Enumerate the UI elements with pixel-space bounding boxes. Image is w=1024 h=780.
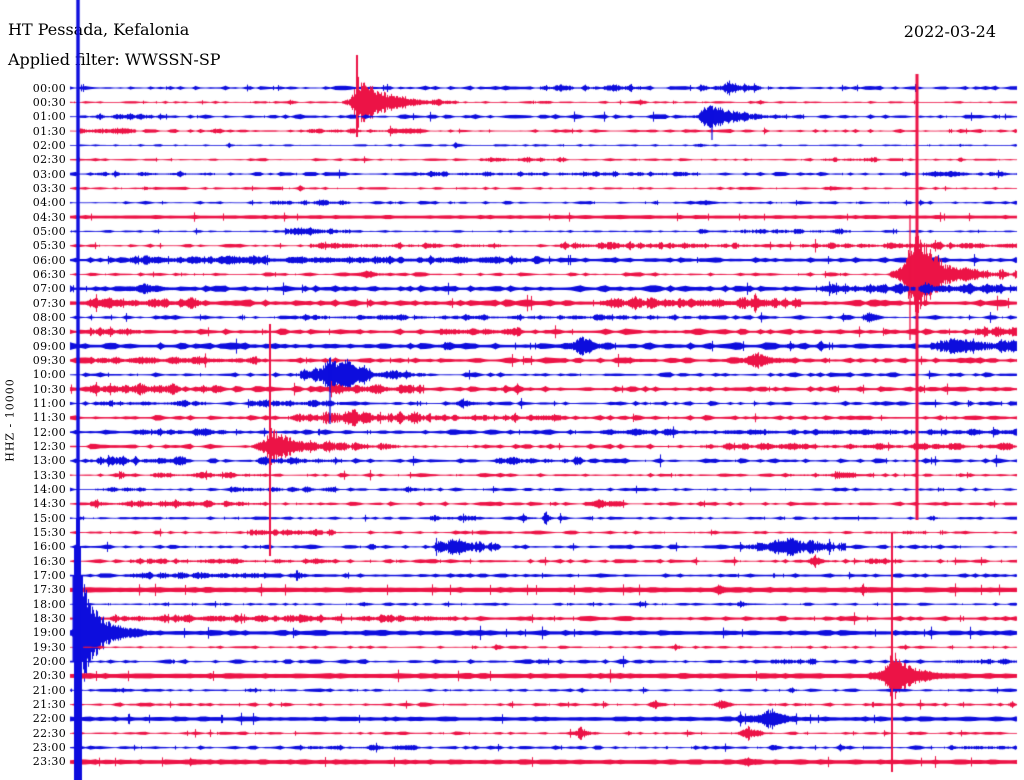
time-label: 12:30 — [32, 440, 66, 453]
time-label: 03:30 — [32, 181, 66, 195]
time-label: 19:00 — [32, 626, 66, 640]
time-label: 15:30 — [32, 526, 66, 540]
time-label: 09:00 — [32, 339, 66, 353]
time-label: 03:00 — [32, 167, 66, 181]
time-label: 01:00 — [32, 110, 66, 124]
time-label: 08:00 — [32, 310, 66, 324]
time-labels-column: 00:00 00:30 01:00 01:30 02:00 02:30 03:00 03:30… — [0, 0, 66, 780]
time-label: 20:00 — [32, 655, 66, 669]
time-label: 21:30 — [32, 698, 66, 712]
time-label: 14:30 — [32, 497, 66, 511]
time-label: 13:00 — [32, 454, 66, 468]
time-label: 10:30 — [32, 382, 66, 396]
time-label: 22:00 — [32, 712, 66, 726]
time-label: 02:30 — [32, 153, 66, 167]
time-label: 19:30 — [32, 640, 66, 654]
time-label: 02:00 — [32, 138, 66, 152]
time-label: 15:00 — [32, 511, 66, 525]
time-label: 04:00 — [32, 196, 66, 210]
time-label: 00:30 — [32, 95, 66, 109]
time-label: 08:30 — [32, 325, 66, 339]
time-label: 06:00 — [32, 253, 66, 267]
time-label: 01:30 — [32, 124, 66, 138]
time-label: 05:00 — [32, 224, 66, 238]
time-label: 18:00 — [32, 597, 66, 611]
time-label: 09:30 — [32, 353, 66, 367]
time-label: 16:30 — [32, 554, 66, 568]
time-label: 11:00 — [32, 396, 66, 410]
time-label: 13:30 — [32, 468, 66, 482]
time-label: 04:30 — [32, 210, 66, 224]
time-label: 23:00 — [32, 741, 66, 755]
time-label: 18:30 — [32, 612, 66, 626]
time-label: 21:00 — [32, 683, 66, 697]
time-label: 05:30 — [32, 239, 66, 253]
time-label: 07:00 — [32, 282, 66, 296]
time-label: 06:30 — [32, 267, 66, 281]
time-label: 23:30 — [32, 755, 66, 769]
time-label: 22:30 — [32, 726, 66, 740]
time-label: 00:00 — [32, 81, 66, 95]
time-label: 11:30 — [32, 411, 66, 425]
date-label: 2022-03-24 — [903, 22, 996, 41]
time-label: 17:00 — [32, 569, 66, 583]
time-label: 12:00 — [32, 425, 66, 439]
time-label: 10:00 — [32, 368, 66, 382]
time-label: 17:30 — [32, 583, 66, 597]
time-label: 16:00 — [32, 540, 66, 554]
time-label: 07:30 — [32, 296, 66, 310]
time-label: 20:30 — [32, 669, 66, 683]
time-label: 14:00 — [32, 483, 66, 497]
